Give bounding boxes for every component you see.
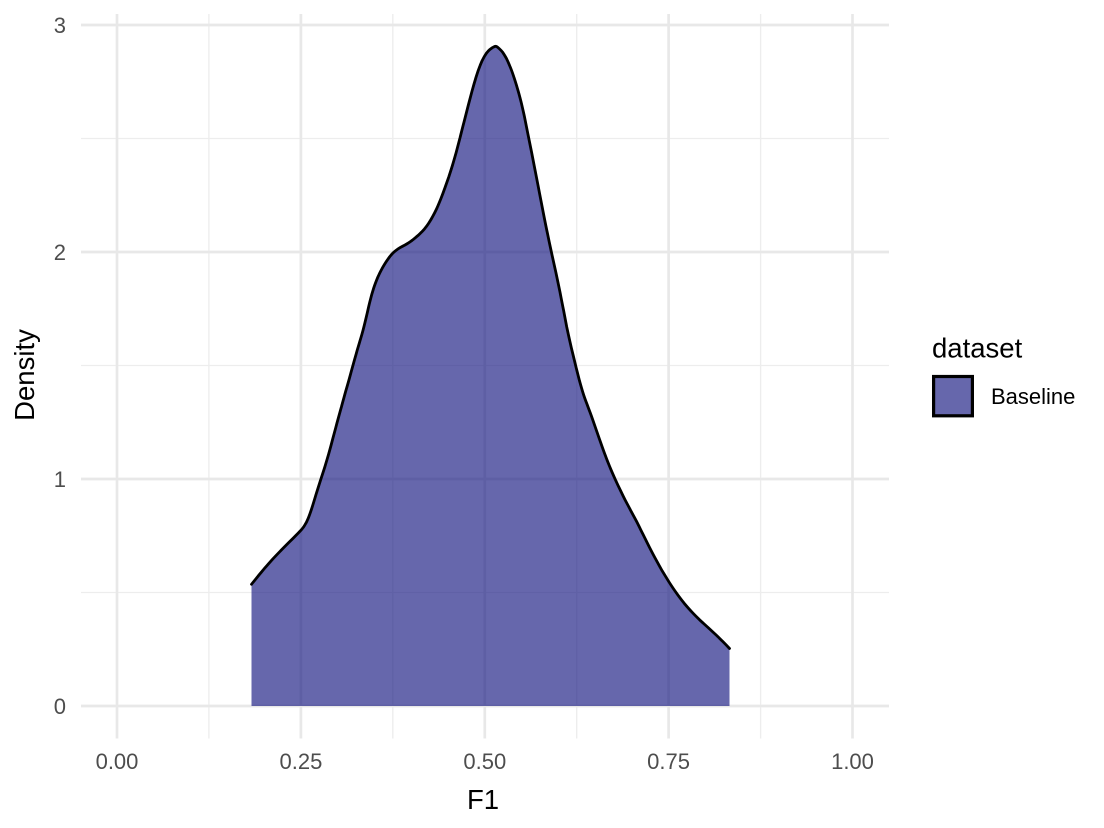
svg-text:F1: F1 [467, 784, 499, 815]
svg-text:3: 3 [54, 13, 66, 38]
svg-text:0.50: 0.50 [463, 749, 506, 774]
svg-text:Density: Density [9, 329, 40, 421]
svg-text:0.25: 0.25 [279, 749, 322, 774]
svg-text:dataset: dataset [932, 333, 1023, 364]
svg-text:2: 2 [54, 240, 66, 265]
svg-text:1: 1 [54, 467, 66, 492]
svg-text:Baseline: Baseline [991, 384, 1075, 409]
svg-text:0.00: 0.00 [96, 749, 139, 774]
svg-text:1.00: 1.00 [831, 749, 874, 774]
svg-text:0.75: 0.75 [647, 749, 690, 774]
svg-text:0: 0 [54, 694, 66, 719]
